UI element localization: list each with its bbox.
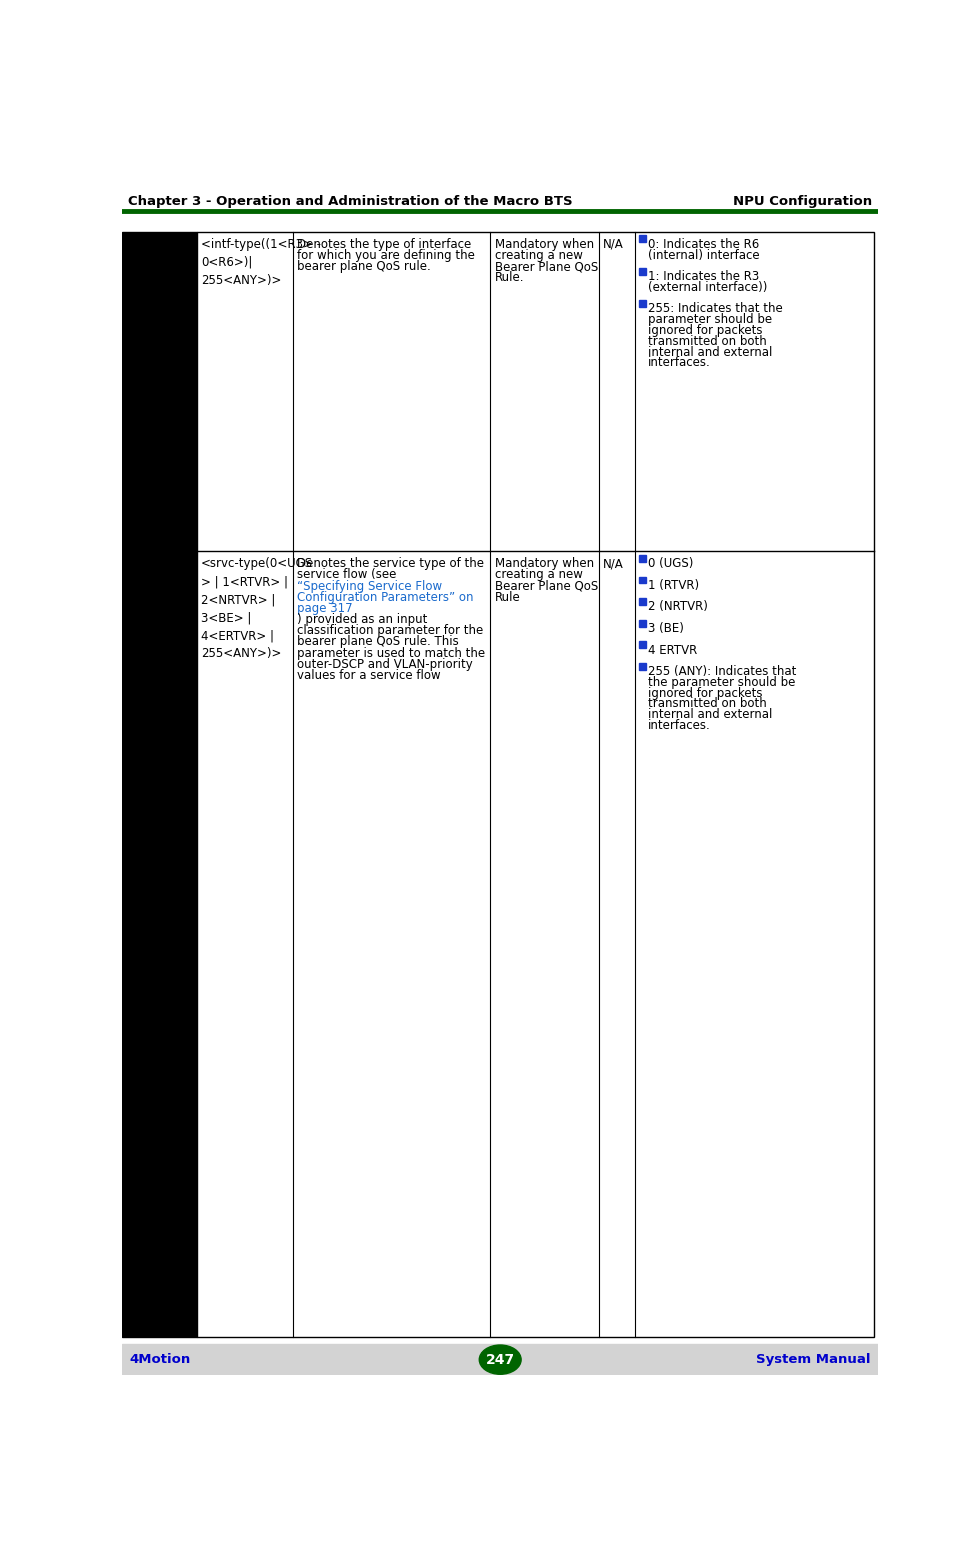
Text: Denotes the service type of the: Denotes the service type of the: [297, 558, 484, 570]
Text: <intf-type((1<R3> -
0<R6>)|
255<ANY>)>: <intf-type((1<R3> - 0<R6>)| 255<ANY>)>: [201, 238, 321, 287]
Bar: [639, 576, 646, 584]
Text: transmitted on both: transmitted on both: [648, 697, 767, 711]
Text: the parameter should be: the parameter should be: [648, 675, 795, 689]
Text: service flow (see: service flow (see: [297, 569, 396, 581]
Bar: [639, 555, 646, 562]
Text: parameter is used to match the: parameter is used to match the: [297, 647, 485, 660]
Bar: [639, 620, 646, 627]
Text: Rule.: Rule.: [495, 272, 524, 284]
Text: internal and external: internal and external: [648, 346, 773, 358]
Text: 255: Indicates that the: 255: Indicates that the: [648, 303, 783, 315]
Bar: [639, 267, 646, 275]
Bar: [639, 300, 646, 307]
Text: “Specifying Service Flow: “Specifying Service Flow: [297, 579, 442, 593]
Text: <srvc-type(0<UGS
> | 1<RTVR> |
2<NRTVR> |
3<BE> |
4<ERTVR> |
255<ANY>)>: <srvc-type(0<UGS > | 1<RTVR> | 2<NRTVR> …: [201, 558, 313, 660]
Text: N/A: N/A: [603, 238, 624, 250]
Text: values for a service flow: values for a service flow: [297, 669, 441, 681]
Text: classification parameter for the: classification parameter for the: [297, 624, 483, 637]
Text: Mandatory when: Mandatory when: [495, 238, 594, 250]
Text: 4Motion: 4Motion: [130, 1353, 191, 1366]
Text: parameter should be: parameter should be: [648, 314, 772, 326]
Text: ignored for packets: ignored for packets: [648, 686, 762, 700]
Text: 2 (NRTVR): 2 (NRTVR): [648, 601, 709, 613]
Text: N/A: N/A: [603, 558, 624, 570]
Bar: [197, 232, 874, 1336]
Text: (external interface)): (external interface)): [648, 281, 767, 294]
Text: 3 (BE): 3 (BE): [648, 623, 684, 635]
Text: ) provided as an input: ) provided as an input: [297, 613, 427, 626]
Text: Bearer Plane QoS: Bearer Plane QoS: [495, 260, 598, 273]
Text: internal and external: internal and external: [648, 708, 773, 722]
Text: creating a new: creating a new: [495, 249, 583, 263]
Text: bearer plane QoS rule. This: bearer plane QoS rule. This: [297, 635, 459, 649]
Text: Chapter 3 - Operation and Administration of the Macro BTS: Chapter 3 - Operation and Administration…: [128, 195, 573, 209]
Text: (internal) interface: (internal) interface: [648, 249, 760, 261]
Bar: [122, 232, 197, 1336]
Text: System Manual: System Manual: [756, 1353, 871, 1366]
Text: 1: Indicates the R3: 1: Indicates the R3: [648, 270, 759, 283]
Text: interfaces.: interfaces.: [648, 718, 711, 732]
Text: page 317: page 317: [297, 603, 352, 615]
Text: NPU Configuration: NPU Configuration: [733, 195, 873, 209]
Text: ignored for packets: ignored for packets: [648, 324, 762, 337]
Bar: [639, 663, 646, 669]
Text: Configuration Parameters” on: Configuration Parameters” on: [297, 590, 473, 604]
Text: interfaces.: interfaces.: [648, 357, 711, 369]
Text: outer-DSCP and VLAN-priority: outer-DSCP and VLAN-priority: [297, 658, 473, 671]
Text: 1 (RTVR): 1 (RTVR): [648, 579, 700, 592]
Text: Bearer Plane QoS: Bearer Plane QoS: [495, 579, 598, 593]
Bar: [639, 235, 646, 243]
Text: 4 ERTVR: 4 ERTVR: [648, 644, 698, 657]
Text: Denotes the type of interface: Denotes the type of interface: [297, 238, 471, 250]
Text: bearer plane QoS rule.: bearer plane QoS rule.: [297, 260, 430, 273]
Text: Rule: Rule: [495, 590, 520, 604]
Text: Mandatory when: Mandatory when: [495, 558, 594, 570]
Bar: [122, 1344, 878, 1375]
Text: creating a new: creating a new: [495, 569, 583, 581]
Ellipse shape: [479, 1346, 521, 1375]
Text: for which you are defining the: for which you are defining the: [297, 249, 475, 263]
Text: transmitted on both: transmitted on both: [648, 335, 767, 348]
Bar: [639, 598, 646, 606]
Bar: [639, 641, 646, 649]
Text: 247: 247: [486, 1353, 514, 1367]
Text: 255 (ANY): Indicates that: 255 (ANY): Indicates that: [648, 664, 796, 678]
Text: 0 (UGS): 0 (UGS): [648, 558, 694, 570]
Text: 0: Indicates the R6: 0: Indicates the R6: [648, 238, 759, 250]
